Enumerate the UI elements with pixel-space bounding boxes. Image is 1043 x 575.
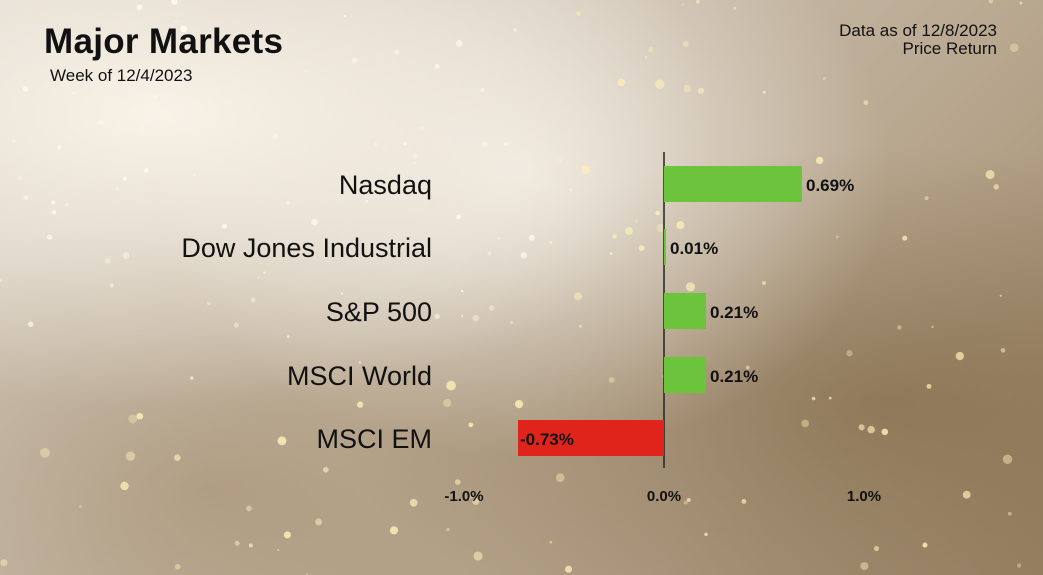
bar-1 bbox=[664, 229, 666, 265]
x-tick-label: 0.0% bbox=[647, 488, 681, 505]
x-tick-label: -1.0% bbox=[444, 488, 483, 505]
data-label: 0.69% bbox=[806, 176, 854, 195]
data-label: 0.21% bbox=[710, 367, 758, 386]
bar-2 bbox=[664, 293, 706, 329]
bar-3 bbox=[664, 357, 706, 393]
category-label: MSCI EM bbox=[316, 424, 432, 454]
x-tick-label: 1.0% bbox=[847, 488, 881, 505]
bar-0 bbox=[664, 166, 802, 202]
data-label: -0.73% bbox=[520, 430, 574, 449]
category-label: MSCI World bbox=[287, 361, 432, 391]
category-label: S&P 500 bbox=[326, 297, 432, 327]
data-label: 0.01% bbox=[670, 239, 718, 258]
category-label: Nasdaq bbox=[339, 170, 432, 200]
category-label: Dow Jones Industrial bbox=[181, 233, 432, 263]
data-label: 0.21% bbox=[710, 303, 758, 322]
